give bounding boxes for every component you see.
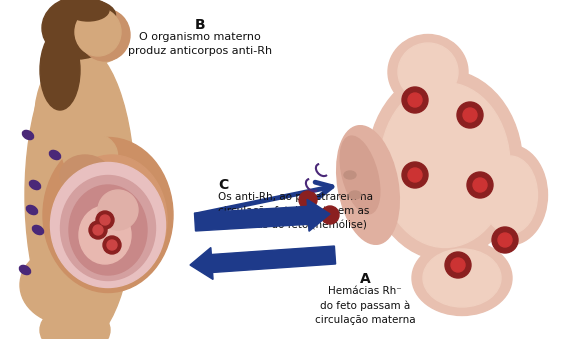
Ellipse shape [25,45,135,339]
Circle shape [107,240,117,250]
Ellipse shape [49,151,61,160]
Ellipse shape [20,265,31,275]
Ellipse shape [349,191,361,199]
Ellipse shape [27,205,38,215]
Ellipse shape [398,43,458,101]
Ellipse shape [20,245,120,325]
Ellipse shape [35,55,109,185]
Ellipse shape [412,240,512,316]
Ellipse shape [23,131,34,140]
Ellipse shape [40,30,80,110]
Ellipse shape [50,162,166,287]
Circle shape [96,211,114,229]
Circle shape [408,168,422,182]
Circle shape [402,87,428,113]
Ellipse shape [60,176,156,280]
Circle shape [457,102,483,128]
Circle shape [498,233,512,247]
Ellipse shape [60,155,110,195]
Circle shape [98,190,138,230]
Ellipse shape [43,138,173,293]
Text: A: A [360,272,371,286]
Ellipse shape [344,171,356,179]
Ellipse shape [482,156,537,234]
Circle shape [451,258,465,272]
Circle shape [93,225,103,235]
Circle shape [467,172,493,198]
Text: B: B [195,18,206,32]
Ellipse shape [68,47,96,82]
Ellipse shape [40,305,110,339]
Circle shape [463,108,477,122]
Ellipse shape [423,249,501,307]
Circle shape [445,252,471,278]
Ellipse shape [79,206,131,264]
Text: C: C [218,178,228,192]
Ellipse shape [472,145,548,245]
Circle shape [299,191,317,209]
Ellipse shape [63,133,118,178]
FancyArrow shape [195,199,330,231]
Text: O organismo materno
produz anticorpos anti-Rh: O organismo materno produz anticorpos an… [128,32,272,56]
Circle shape [321,206,339,224]
Circle shape [408,93,422,107]
Ellipse shape [32,225,43,235]
Ellipse shape [57,155,167,285]
Ellipse shape [75,8,121,56]
Ellipse shape [69,185,147,275]
Circle shape [402,162,428,188]
Circle shape [103,236,121,254]
Ellipse shape [30,180,41,190]
Circle shape [89,221,107,239]
Circle shape [100,215,110,225]
Ellipse shape [42,0,114,59]
Ellipse shape [67,0,109,21]
Ellipse shape [368,70,522,260]
Ellipse shape [388,35,468,109]
Text: Hemácias Rh⁻
do feto passam à
circulação materna: Hemácias Rh⁻ do feto passam à circulação… [315,286,415,325]
Ellipse shape [60,0,115,30]
Circle shape [473,178,487,192]
Text: Os anti-Rh, ao penetrarem na
circulação fetal, destroem as
hemácias do feto (hem: Os anti-Rh, ao penetrarem na circulação … [218,192,373,230]
Ellipse shape [80,9,130,61]
Ellipse shape [336,126,400,244]
FancyArrow shape [190,246,336,279]
Ellipse shape [380,82,510,247]
Ellipse shape [340,136,380,214]
Circle shape [492,227,518,253]
Ellipse shape [61,6,129,64]
